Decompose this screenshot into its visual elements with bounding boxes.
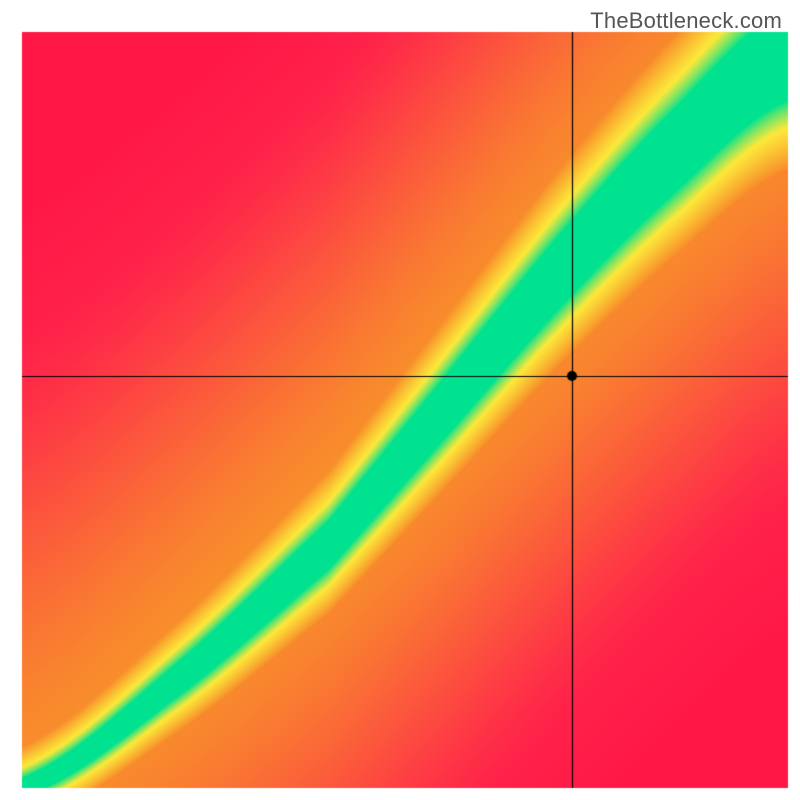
chart-container: TheBottleneck.com <box>0 0 800 800</box>
watermark-text: TheBottleneck.com <box>590 8 782 34</box>
bottleneck-heatmap-canvas <box>0 0 800 800</box>
